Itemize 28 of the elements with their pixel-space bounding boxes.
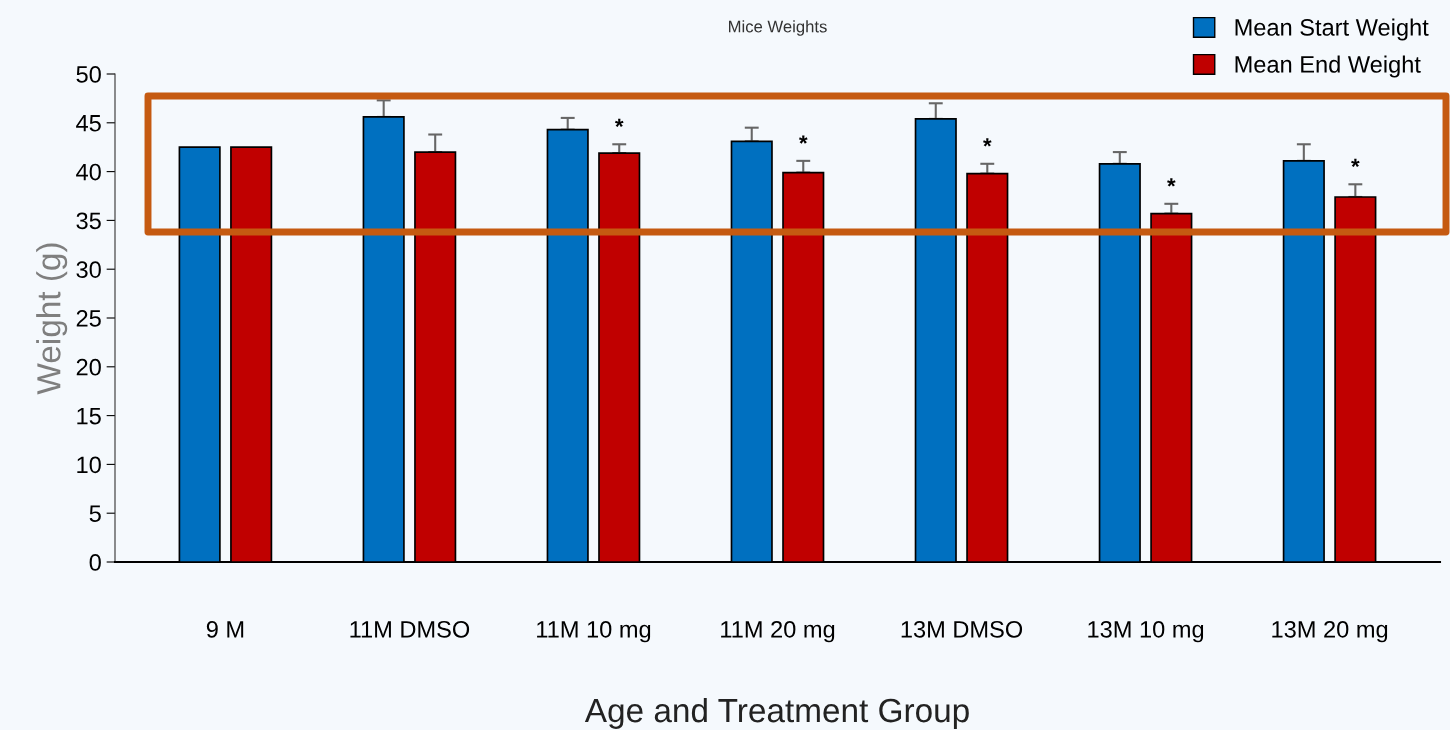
legend-label: Mean End Weight — [1235, 55, 1421, 78]
y-axis-title: Weight (g) — [36, 243, 68, 395]
x-tick-label: 13M 10 mg — [1088, 620, 1204, 643]
y-tick-label: 40 — [76, 163, 101, 181]
y-tick-label: 20 — [76, 358, 101, 376]
chart-title: Mice Weights — [729, 20, 827, 36]
y-tick-label: 35 — [76, 212, 101, 230]
data-label: * — [983, 138, 992, 147]
x-tick-label: 11M 20 mg — [721, 620, 835, 643]
y-tick-label: 0 — [89, 554, 101, 571]
y-tick-label: 45 — [76, 115, 101, 132]
legend-label: Mean Start Weight — [1235, 18, 1429, 41]
x-tick-label: 9 M — [206, 620, 244, 638]
x-tick-label: 11M 10 mg — [537, 620, 651, 643]
x-tick-label: 13M 20 mg — [1272, 620, 1388, 643]
y-tick-label: 30 — [76, 261, 101, 278]
x-tick-label: 11M DMSO — [350, 620, 470, 638]
data-label: * — [614, 118, 624, 128]
y-tick-label: 15 — [77, 407, 101, 425]
y-tick-label: 10 — [77, 456, 101, 474]
data-label: * — [1167, 178, 1176, 187]
y-tick-label: 50 — [76, 66, 101, 83]
data-label: * — [799, 135, 808, 144]
y-tick-label: 25 — [76, 310, 101, 327]
x-axis-title: Age and Treatment Group — [584, 697, 969, 729]
data-label: * — [1351, 158, 1360, 168]
x-tick-label: 13M DMSO — [901, 620, 1023, 638]
y-tick-label: 5 — [89, 505, 101, 522]
